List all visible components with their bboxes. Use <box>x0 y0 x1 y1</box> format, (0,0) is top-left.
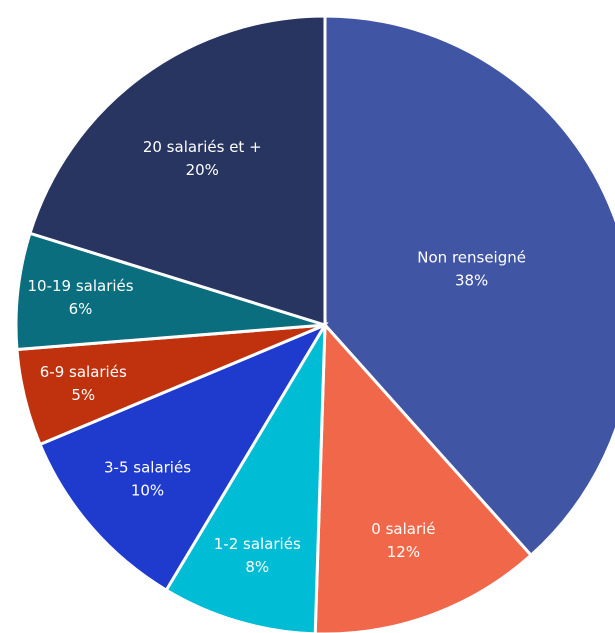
slice-label: 20 salariés et + <box>143 138 262 156</box>
pie-slice <box>14 231 326 352</box>
slice-label: 0 salarié <box>371 520 435 538</box>
pie-slice <box>164 319 327 633</box>
slice-value-label: 5% <box>71 386 95 404</box>
slice-label: 3-5 salariés <box>104 458 191 476</box>
slice-label: 1-2 salariés <box>214 535 301 553</box>
pie-slice <box>323 14 615 558</box>
slice-value-label: 6% <box>69 300 93 318</box>
slice-value-label: 10% <box>131 481 164 499</box>
slice-value-label: 38% <box>455 271 488 289</box>
slice-value-label: 8% <box>245 558 269 576</box>
slice-label: Non renseigné <box>417 248 526 266</box>
slice-value-label: 20% <box>186 161 219 179</box>
slice-label: 6-9 salariés <box>40 363 127 381</box>
pie-slice <box>313 321 534 633</box>
pie-slice <box>38 321 329 593</box>
slice-value-label: 12% <box>387 543 420 561</box>
slice-label: 10-19 salariés <box>27 277 133 295</box>
pie-slice <box>28 14 327 328</box>
